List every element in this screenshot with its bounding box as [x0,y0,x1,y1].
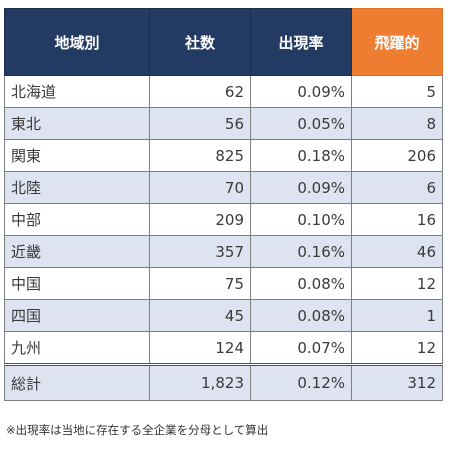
cell-region: 東北 [4,107,150,140]
header-count: 社数 [149,8,251,76]
cell-rate: 0.12% [250,363,352,401]
cell-count: 70 [149,171,251,204]
cell-region: 北海道 [4,75,150,108]
cell-count: 1,823 [149,363,251,401]
table-row: 関東 825 0.18% 206 [4,139,443,172]
cell-leap: 8 [351,107,443,140]
cell-leap: 206 [351,139,443,172]
table-row: 近畿 357 0.16% 46 [4,235,443,268]
cell-leap: 6 [351,171,443,204]
cell-count: 62 [149,75,251,108]
table-body: 北海道 62 0.09% 5 東北 56 0.05% 8 関東 825 0.18% 206 北陸 70 0.… [4,75,443,401]
cell-region: 北陸 [4,171,150,204]
cell-region: 中部 [4,203,150,236]
header-row: 地域別 社数 出現率 飛躍的 [4,8,443,76]
cell-count: 209 [149,203,251,236]
table-row: 中国 75 0.08% 12 [4,267,443,300]
cell-count: 825 [149,139,251,172]
cell-region: 総計 [4,363,150,401]
footnote: ※出現率は当地に存在する全企業を分母として算出 [6,423,269,437]
cell-count: 124 [149,331,251,365]
table-row: 四国 45 0.08% 1 [4,299,443,332]
table-row: 中部 209 0.10% 16 [4,203,443,236]
total-row: 総計 1,823 0.12% 312 [4,363,443,401]
table-row: 北陸 70 0.09% 6 [4,171,443,204]
table-header: 地域別 社数 出現率 飛躍的 [4,8,443,76]
cell-rate: 0.09% [250,171,352,204]
cell-leap: 12 [351,267,443,300]
table-row: 北海道 62 0.09% 5 [4,75,443,108]
cell-rate: 0.07% [250,331,352,365]
header-region: 地域別 [4,8,150,76]
header-leap: 飛躍的 [351,8,443,76]
region-table: 地域別 社数 出現率 飛躍的 北海道 62 0.09% 5 東北 56 0.05% 8 関東 82… [4,8,443,401]
cell-count: 45 [149,299,251,332]
cell-region: 中国 [4,267,150,300]
cell-leap: 312 [351,363,443,401]
cell-rate: 0.08% [250,299,352,332]
cell-rate: 0.16% [250,235,352,268]
cell-rate: 0.18% [250,139,352,172]
cell-leap: 12 [351,331,443,365]
cell-leap: 16 [351,203,443,236]
cell-rate: 0.08% [250,267,352,300]
cell-count: 75 [149,267,251,300]
cell-region: 九州 [4,331,150,365]
table-row: 九州 124 0.07% 12 [4,331,443,365]
cell-leap: 1 [351,299,443,332]
cell-rate: 0.05% [250,107,352,140]
table-row: 東北 56 0.05% 8 [4,107,443,140]
cell-region: 関東 [4,139,150,172]
cell-leap: 5 [351,75,443,108]
cell-rate: 0.09% [250,75,352,108]
cell-count: 357 [149,235,251,268]
cell-region: 四国 [4,299,150,332]
cell-region: 近畿 [4,235,150,268]
cell-rate: 0.10% [250,203,352,236]
cell-count: 56 [149,107,251,140]
cell-leap: 46 [351,235,443,268]
header-rate: 出現率 [250,8,352,76]
